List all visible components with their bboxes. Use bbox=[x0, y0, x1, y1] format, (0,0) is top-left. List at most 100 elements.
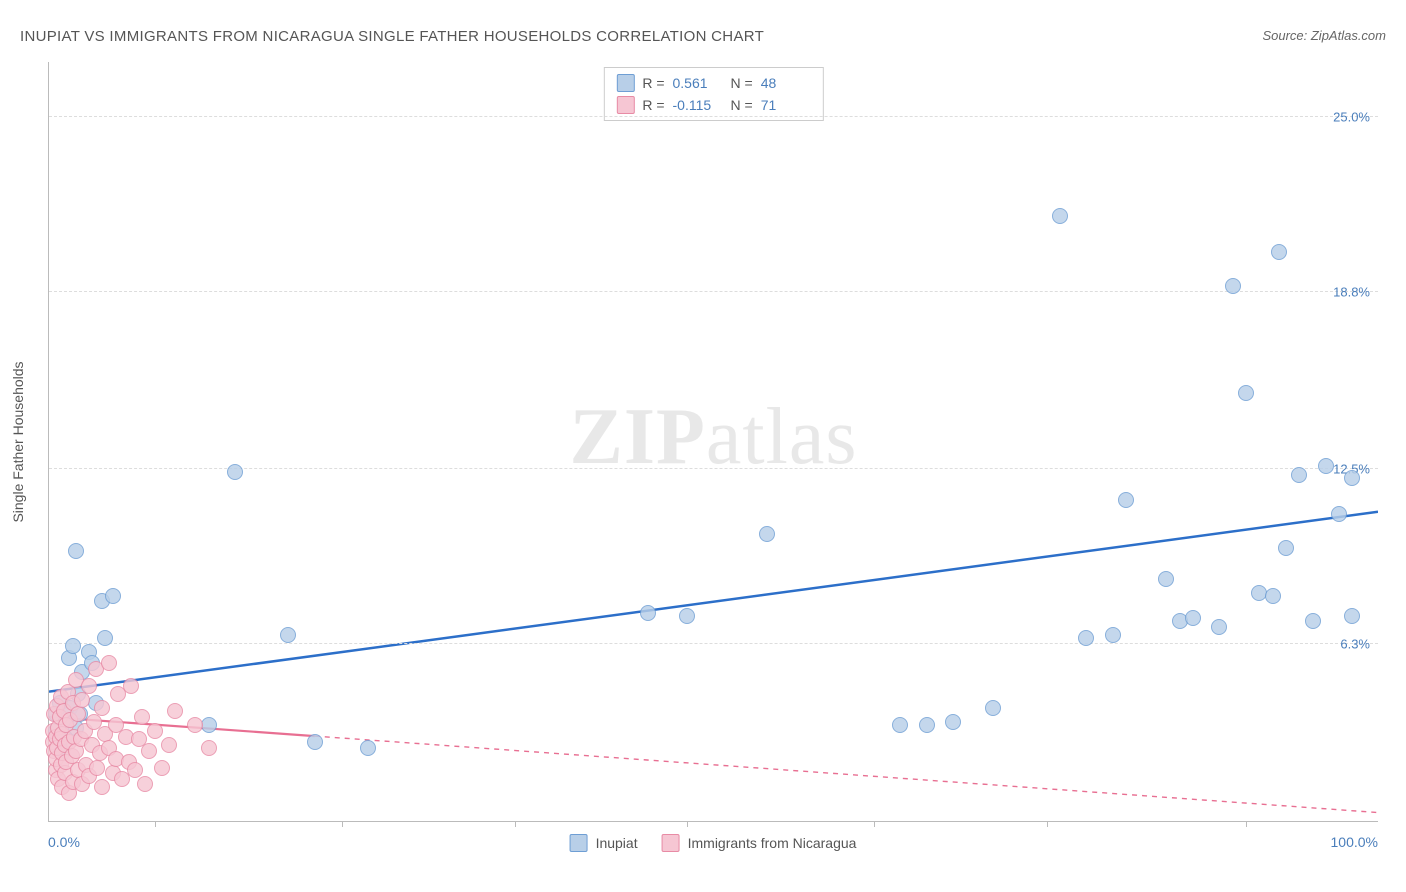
scatter-point bbox=[201, 717, 217, 733]
y-tick-label: 12.5% bbox=[1333, 462, 1370, 477]
legend-swatch bbox=[616, 74, 634, 92]
scatter-point bbox=[118, 729, 134, 745]
scatter-point bbox=[187, 717, 203, 733]
stats-n-value: 71 bbox=[761, 97, 811, 113]
scatter-point bbox=[919, 717, 935, 733]
gridline bbox=[49, 116, 1378, 117]
scatter-point bbox=[56, 703, 72, 719]
x-tick bbox=[874, 821, 875, 827]
scatter-point bbox=[81, 678, 97, 694]
x-tick bbox=[155, 821, 156, 827]
scatter-point bbox=[58, 754, 74, 770]
scatter-point bbox=[54, 726, 70, 742]
source-prefix: Source: bbox=[1262, 28, 1310, 43]
scatter-point bbox=[147, 723, 163, 739]
scatter-point bbox=[48, 762, 64, 778]
scatter-point bbox=[50, 771, 66, 787]
scatter-point bbox=[759, 526, 775, 542]
scatter-point bbox=[49, 740, 65, 756]
scatter-point bbox=[74, 664, 90, 680]
scatter-point bbox=[61, 650, 77, 666]
scatter-point bbox=[48, 729, 64, 745]
scatter-point bbox=[68, 720, 84, 736]
scatter-point bbox=[53, 689, 69, 705]
x-tick bbox=[1246, 821, 1247, 827]
stats-r-value: 0.561 bbox=[673, 75, 723, 91]
scatter-point bbox=[46, 743, 62, 759]
scatter-point bbox=[137, 776, 153, 792]
scatter-point bbox=[92, 745, 108, 761]
scatter-point bbox=[161, 737, 177, 753]
stats-r-label: R = bbox=[642, 75, 664, 91]
scatter-point bbox=[1305, 613, 1321, 629]
scatter-point bbox=[131, 731, 147, 747]
scatter-point bbox=[50, 720, 66, 736]
bottom-legend-item: Inupiat bbox=[570, 834, 638, 852]
scatter-point bbox=[62, 700, 78, 716]
scatter-point bbox=[94, 593, 110, 609]
scatter-point bbox=[127, 762, 143, 778]
stats-r-value: -0.115 bbox=[673, 97, 723, 113]
bottom-legend-label: Inupiat bbox=[596, 835, 638, 851]
plot-canvas: ZIPatlas R =0.561N =48R =-0.115N =71 6.3… bbox=[48, 62, 1378, 822]
scatter-point bbox=[1211, 619, 1227, 635]
scatter-point bbox=[48, 706, 64, 722]
scatter-point bbox=[73, 731, 89, 747]
scatter-point bbox=[201, 740, 217, 756]
scatter-point bbox=[68, 743, 84, 759]
scatter-point bbox=[892, 717, 908, 733]
scatter-point bbox=[81, 768, 97, 784]
scatter-point bbox=[54, 745, 70, 761]
scatter-point bbox=[70, 706, 86, 722]
scatter-point bbox=[1278, 540, 1294, 556]
x-tick bbox=[515, 821, 516, 827]
scatter-point bbox=[74, 692, 90, 708]
x-axis-min-label: 0.0% bbox=[48, 834, 80, 850]
scatter-point bbox=[307, 734, 323, 750]
scatter-point bbox=[81, 644, 97, 660]
scatter-point bbox=[58, 717, 74, 733]
gridline bbox=[49, 643, 1378, 644]
bottom-legend-label: Immigrants from Nicaragua bbox=[688, 835, 857, 851]
scatter-point bbox=[167, 703, 183, 719]
scatter-point bbox=[53, 757, 69, 773]
stats-r-label: R = bbox=[642, 97, 664, 113]
scatter-point bbox=[1344, 608, 1360, 624]
x-tick bbox=[1047, 821, 1048, 827]
scatter-point bbox=[1172, 613, 1188, 629]
scatter-point bbox=[89, 760, 105, 776]
scatter-point bbox=[108, 717, 124, 733]
scatter-point bbox=[1158, 571, 1174, 587]
scatter-point bbox=[54, 743, 70, 759]
scatter-point bbox=[74, 776, 90, 792]
scatter-point bbox=[49, 698, 65, 714]
scatter-point bbox=[101, 655, 117, 671]
scatter-point bbox=[985, 700, 1001, 716]
scatter-point bbox=[68, 672, 84, 688]
chart-title: INUPIAT VS IMMIGRANTS FROM NICARAGUA SIN… bbox=[20, 28, 764, 45]
regression-lines-svg bbox=[49, 62, 1378, 821]
legend-swatch bbox=[616, 96, 634, 114]
scatter-point bbox=[66, 729, 82, 745]
scatter-point bbox=[46, 706, 62, 722]
scatter-point bbox=[68, 543, 84, 559]
gridline bbox=[49, 468, 1378, 469]
x-tick bbox=[342, 821, 343, 827]
scatter-point bbox=[94, 700, 110, 716]
y-tick-label: 18.8% bbox=[1333, 284, 1370, 299]
bottom-legend: Inupiat Immigrants from Nicaragua bbox=[570, 834, 857, 852]
scatter-point bbox=[88, 661, 104, 677]
legend-swatch bbox=[662, 834, 680, 852]
scatter-point bbox=[1105, 627, 1121, 643]
scatter-point bbox=[65, 638, 81, 654]
scatter-point bbox=[1271, 244, 1287, 260]
stats-legend: R =0.561N =48R =-0.115N =71 bbox=[603, 67, 823, 121]
scatter-point bbox=[57, 765, 73, 781]
stats-legend-row: R =-0.115N =71 bbox=[612, 94, 814, 116]
scatter-point bbox=[57, 729, 73, 745]
scatter-point bbox=[101, 740, 117, 756]
scatter-point bbox=[60, 684, 76, 700]
scatter-point bbox=[48, 723, 64, 739]
y-tick-label: 25.0% bbox=[1333, 110, 1370, 125]
scatter-point bbox=[280, 627, 296, 643]
